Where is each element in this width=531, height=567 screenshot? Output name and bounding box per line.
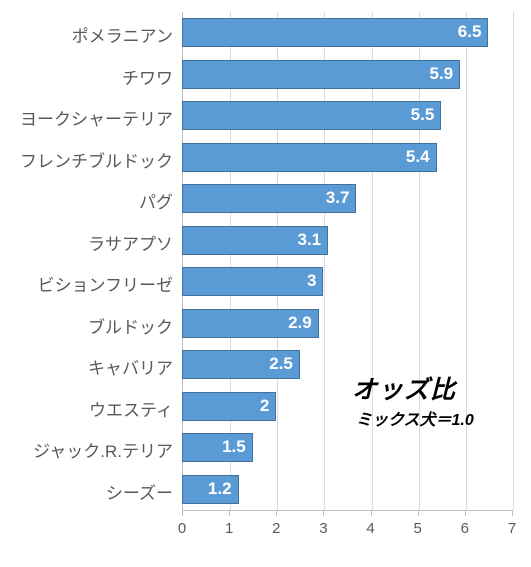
bar-value-label: 5.5 [411, 105, 435, 125]
bar: 3 [182, 267, 323, 296]
x-tick [465, 510, 466, 516]
bar-value-label: 1.2 [208, 479, 232, 499]
gridline [513, 12, 514, 510]
bar: 2.9 [182, 309, 319, 338]
category-label: パグ [0, 188, 173, 213]
bar: 2 [182, 392, 276, 421]
odds-ratio-bar-chart: 012345676.5ポメラニアン5.9チワワ5.5ヨークシャーテリア5.4フレ… [0, 0, 531, 567]
gridline [466, 12, 467, 510]
bar-value-label: 3.1 [298, 230, 322, 250]
bar-value-label: 2.5 [269, 354, 293, 374]
bar: 3.7 [182, 184, 356, 213]
category-label: ポメラニアン [0, 22, 173, 47]
bar: 3.1 [182, 226, 328, 255]
bar: 1.2 [182, 475, 239, 504]
x-tick [418, 510, 419, 516]
bar-value-label: 3.7 [326, 188, 350, 208]
bar: 6.5 [182, 18, 488, 47]
category-label: シーズー [0, 479, 173, 504]
bar-value-label: 2.9 [288, 313, 312, 333]
x-tick-label: 7 [497, 520, 527, 537]
x-tick-label: 1 [214, 520, 244, 537]
annotation-title: オッズ比 [352, 370, 456, 406]
x-tick-label: 4 [356, 520, 386, 537]
x-tick [229, 510, 230, 516]
category-label: ジャック.R.テリア [0, 437, 173, 462]
category-label: キャバリア [0, 354, 173, 379]
bar-value-label: 2 [260, 396, 269, 416]
bar-value-label: 5.9 [430, 64, 454, 84]
category-label: ブルドック [0, 313, 173, 338]
x-tick-label: 2 [261, 520, 291, 537]
x-tick-label: 3 [308, 520, 338, 537]
bar: 2.5 [182, 350, 300, 379]
bar: 5.5 [182, 101, 441, 130]
bar: 1.5 [182, 433, 253, 462]
category-label: ラサアプソ [0, 230, 173, 255]
bar-value-label: 1.5 [222, 437, 246, 457]
category-label: ウエスティ [0, 396, 173, 421]
x-tick [371, 510, 372, 516]
bar-value-label: 6.5 [458, 22, 482, 42]
x-tick-label: 5 [403, 520, 433, 537]
bar-value-label: 3 [307, 271, 316, 291]
x-tick [323, 510, 324, 516]
x-tick [276, 510, 277, 516]
x-tick [512, 510, 513, 516]
category-label: ヨークシャーテリア [0, 105, 173, 130]
category-label: ビションフリーゼ [0, 271, 173, 296]
bar: 5.9 [182, 60, 460, 89]
x-tick [182, 510, 183, 516]
x-tick-label: 6 [450, 520, 480, 537]
x-tick-label: 0 [167, 520, 197, 537]
category-label: フレンチブルドック [0, 147, 173, 172]
bar-value-label: 5.4 [406, 147, 430, 167]
bar: 5.4 [182, 143, 437, 172]
annotation-subtitle: ミックス犬＝1.0 [356, 406, 474, 430]
category-label: チワワ [0, 64, 173, 89]
